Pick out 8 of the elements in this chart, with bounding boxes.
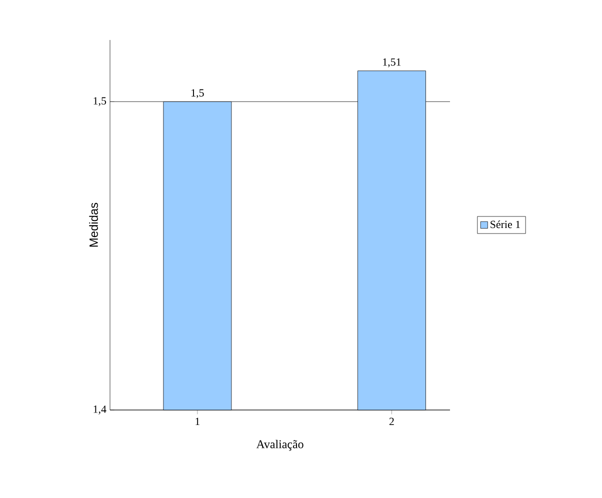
x-tick-label: 2 bbox=[389, 418, 394, 426]
data-label: 1,5 bbox=[192, 89, 204, 98]
x-axis-title: Avaliação bbox=[256, 440, 304, 451]
data-label: 1,51 bbox=[383, 58, 401, 68]
y-tick-label: 1,4 bbox=[94, 406, 106, 414]
x-tick-label: 1 bbox=[196, 418, 200, 426]
legend-label: Série 1 bbox=[490, 220, 520, 228]
y-axis-title: Medidas bbox=[89, 202, 98, 247]
